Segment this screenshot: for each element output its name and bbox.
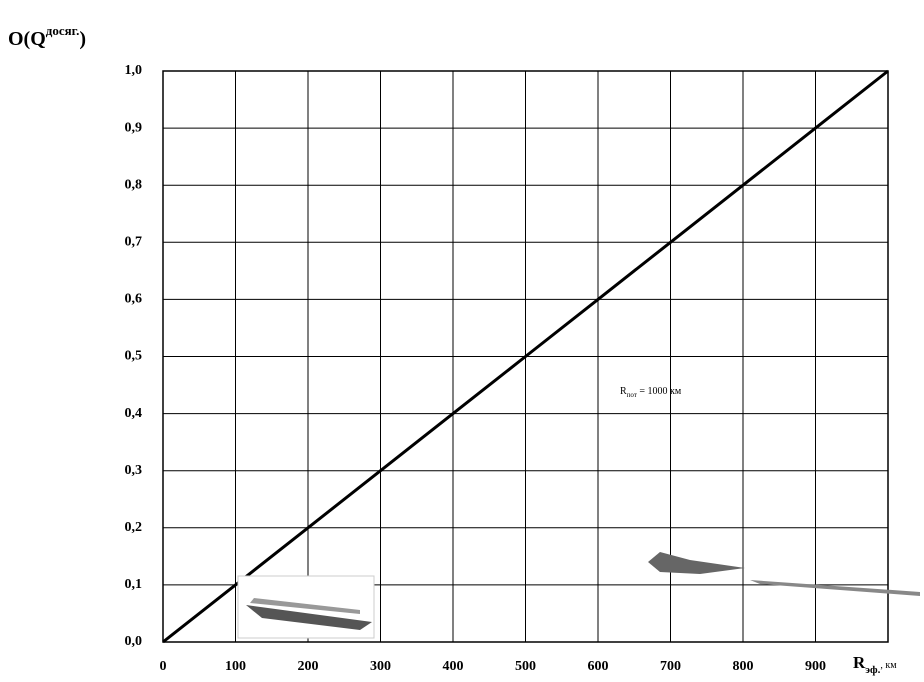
annotation-suffix: = 1000 км — [637, 386, 682, 397]
x-tick-label: 0 — [160, 659, 167, 674]
y-axis-title: O(Qдосяг.) — [8, 23, 86, 50]
x-title-sub: эф. — [865, 664, 880, 676]
y-title-sup: досяг. — [46, 23, 80, 38]
x-tick-label: 700 — [660, 659, 681, 674]
plane-trail — [750, 580, 920, 596]
y-tick-label: 0,2 — [125, 520, 143, 535]
x-title-main: R — [853, 653, 866, 672]
y-title-suffix: ) — [79, 28, 86, 50]
y-tick-label: 0,0 — [125, 634, 143, 649]
x-tick-label: 500 — [515, 659, 536, 674]
x-tick-label: 200 — [298, 659, 319, 674]
x-axis-title: Rэф., км — [853, 653, 897, 676]
plot: 0,0 0,1 0,2 0,3 0,4 0,5 0,6 0,7 0,8 0,9 1,0 0 100 200… — [125, 63, 889, 674]
y-tick-label: 1,0 — [125, 63, 143, 78]
y-tick-label: 0,8 — [125, 177, 143, 192]
y-tick-label: 0,3 — [125, 463, 143, 478]
x-title-suffix: , км — [880, 660, 897, 671]
x-tick-label: 300 — [370, 659, 391, 674]
x-tick-label: 800 — [733, 659, 754, 674]
y-title-main: O(Q — [8, 28, 46, 50]
annotation-main: R — [620, 386, 627, 397]
ship-hull — [246, 605, 372, 630]
y-tick-label: 0,5 — [125, 349, 143, 364]
y-tick-label: 0,6 — [125, 292, 143, 307]
annotation-sub: пот — [627, 391, 637, 399]
y-tick-label: 0,1 — [125, 577, 143, 592]
y-tick-label: 0,4 — [125, 406, 143, 421]
ship-deck — [250, 598, 360, 614]
x-tick-label: 100 — [225, 659, 246, 674]
x-tick-label: 400 — [443, 659, 464, 674]
plane-picture — [648, 552, 920, 596]
x-tick-label: 900 — [805, 659, 826, 674]
y-tick-label: 0,7 — [125, 235, 143, 250]
y-tick-label: 0,9 — [125, 120, 143, 135]
ship-picture — [237, 575, 375, 639]
annotation: Rпот = 1000 км — [620, 386, 682, 398]
plane-body — [648, 552, 745, 574]
x-tick-label: 600 — [588, 659, 609, 674]
data-line — [162, 69, 889, 644]
